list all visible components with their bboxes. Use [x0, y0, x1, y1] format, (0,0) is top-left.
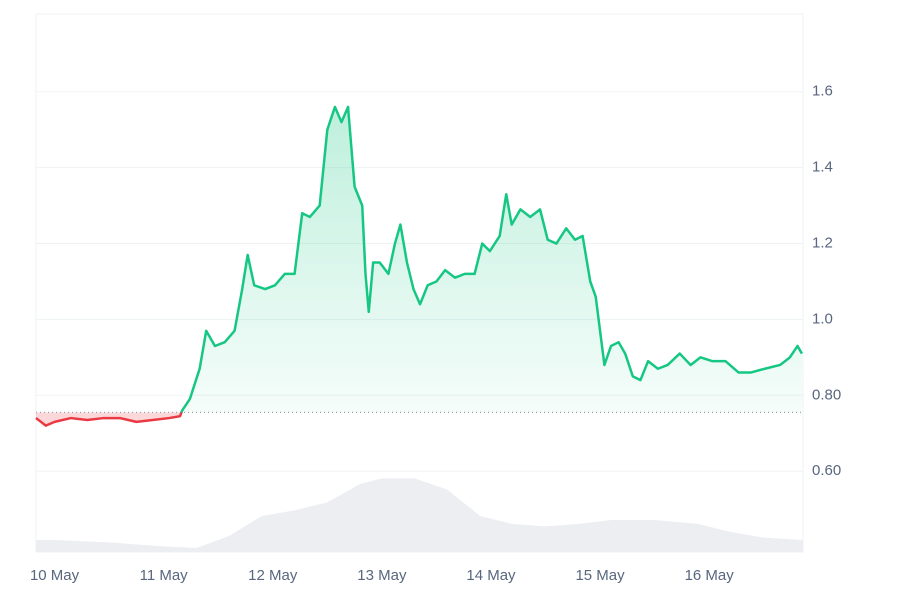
- x-tick-label: 16 May: [685, 567, 735, 584]
- y-tick-label: 1.0: [812, 310, 833, 327]
- y-tick-label: 0.80: [812, 386, 841, 403]
- y-tick-label: 1.4: [812, 159, 833, 176]
- x-tick-label: 15 May: [575, 567, 625, 584]
- x-tick-label: 11 May: [140, 567, 189, 584]
- y-tick-label: 1.6: [812, 83, 833, 100]
- y-tick-label: 0.60: [812, 462, 841, 479]
- x-tick-label: 14 May: [466, 567, 516, 584]
- x-tick-label: 12 May: [248, 567, 298, 584]
- x-tick-label: 13 May: [357, 567, 407, 584]
- price-line: [35, 105, 803, 427]
- volume-area: [36, 478, 803, 552]
- y-tick-label: 1.2: [812, 235, 833, 252]
- x-tick-label: 10 May: [30, 567, 80, 584]
- price-area: [36, 106, 802, 426]
